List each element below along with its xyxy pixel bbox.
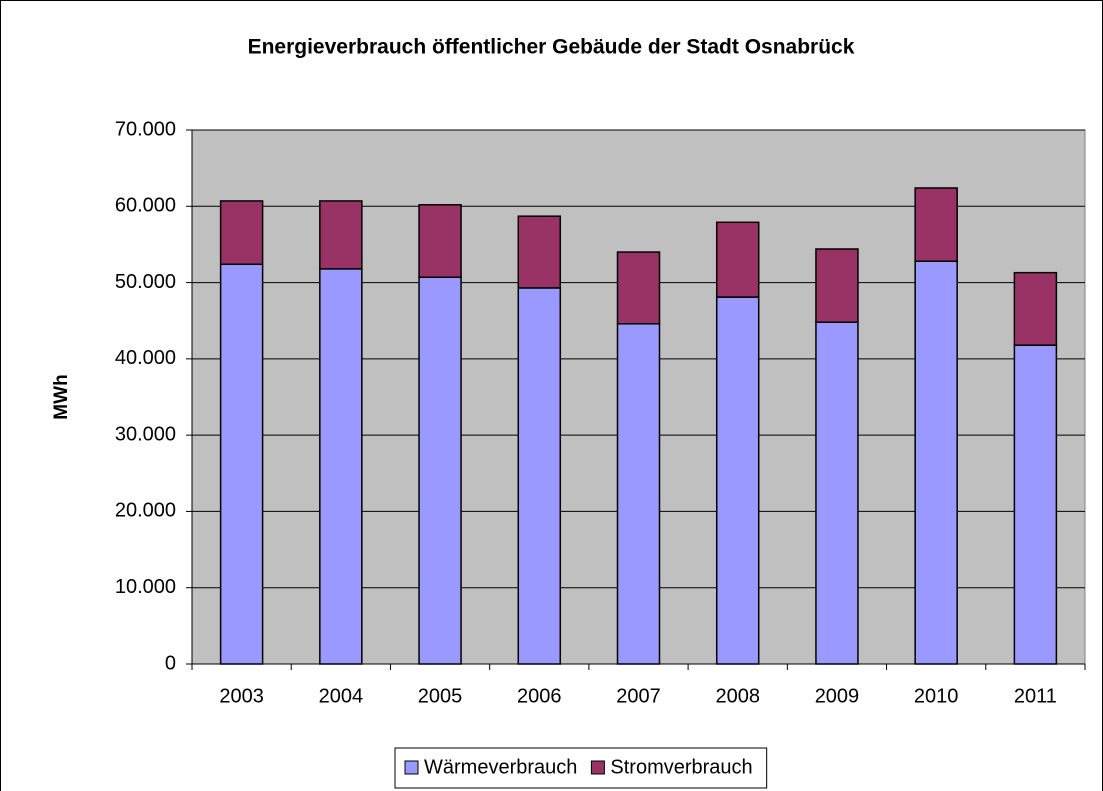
x-tick-label: 2011 <box>1014 685 1057 707</box>
x-tick-label: 2003 <box>219 685 264 707</box>
legend-swatch <box>404 760 419 775</box>
y-axis-label: MWh <box>51 374 72 419</box>
x-tick-label: 2005 <box>418 685 463 707</box>
x-tick-label: 2007 <box>616 685 661 707</box>
x-tick-label: 2008 <box>715 685 760 707</box>
bar-segment <box>616 251 661 325</box>
bar-segment <box>517 287 562 665</box>
x-tick-label: 2004 <box>319 685 364 707</box>
bar-segment <box>815 248 859 323</box>
bar-segment <box>418 276 462 665</box>
x-tick-label: 2009 <box>815 685 860 707</box>
bar-segment <box>418 204 462 278</box>
y-tick-label: 30.000 <box>115 423 176 445</box>
bar-segment <box>914 187 958 262</box>
bar-segment <box>1013 344 1058 665</box>
x-tick-label: 2006 <box>517 685 562 707</box>
y-tick-label: 50.000 <box>115 271 176 293</box>
bar-segment <box>815 321 859 665</box>
legend-swatch <box>590 760 605 775</box>
legend <box>394 747 768 789</box>
bar-segment <box>219 200 264 266</box>
bar-segment <box>1013 271 1058 346</box>
chart-title: Energieverbrauch öffentlicher Gebäude de… <box>248 36 855 59</box>
bar-segment <box>715 296 760 665</box>
legend-label: Stromverbrauch <box>610 756 752 778</box>
y-tick-label: 20.000 <box>115 500 176 522</box>
legend-label: Wärmeverbrauch <box>424 756 577 778</box>
y-tick-label: 0 <box>165 652 176 674</box>
y-tick-label: 10.000 <box>115 576 176 598</box>
bar-segment <box>319 268 363 665</box>
y-tick-label: 40.000 <box>115 347 176 369</box>
y-tick-label: 60.000 <box>115 195 176 217</box>
bar-segment <box>219 263 264 665</box>
bar-segment <box>715 221 760 298</box>
bar-segment <box>319 200 363 270</box>
x-tick-label: 2010 <box>914 685 959 707</box>
bar-segment <box>616 323 661 665</box>
y-tick-label: 70.000 <box>115 118 176 140</box>
bar-segment <box>517 215 562 289</box>
bar-segment <box>914 260 958 665</box>
